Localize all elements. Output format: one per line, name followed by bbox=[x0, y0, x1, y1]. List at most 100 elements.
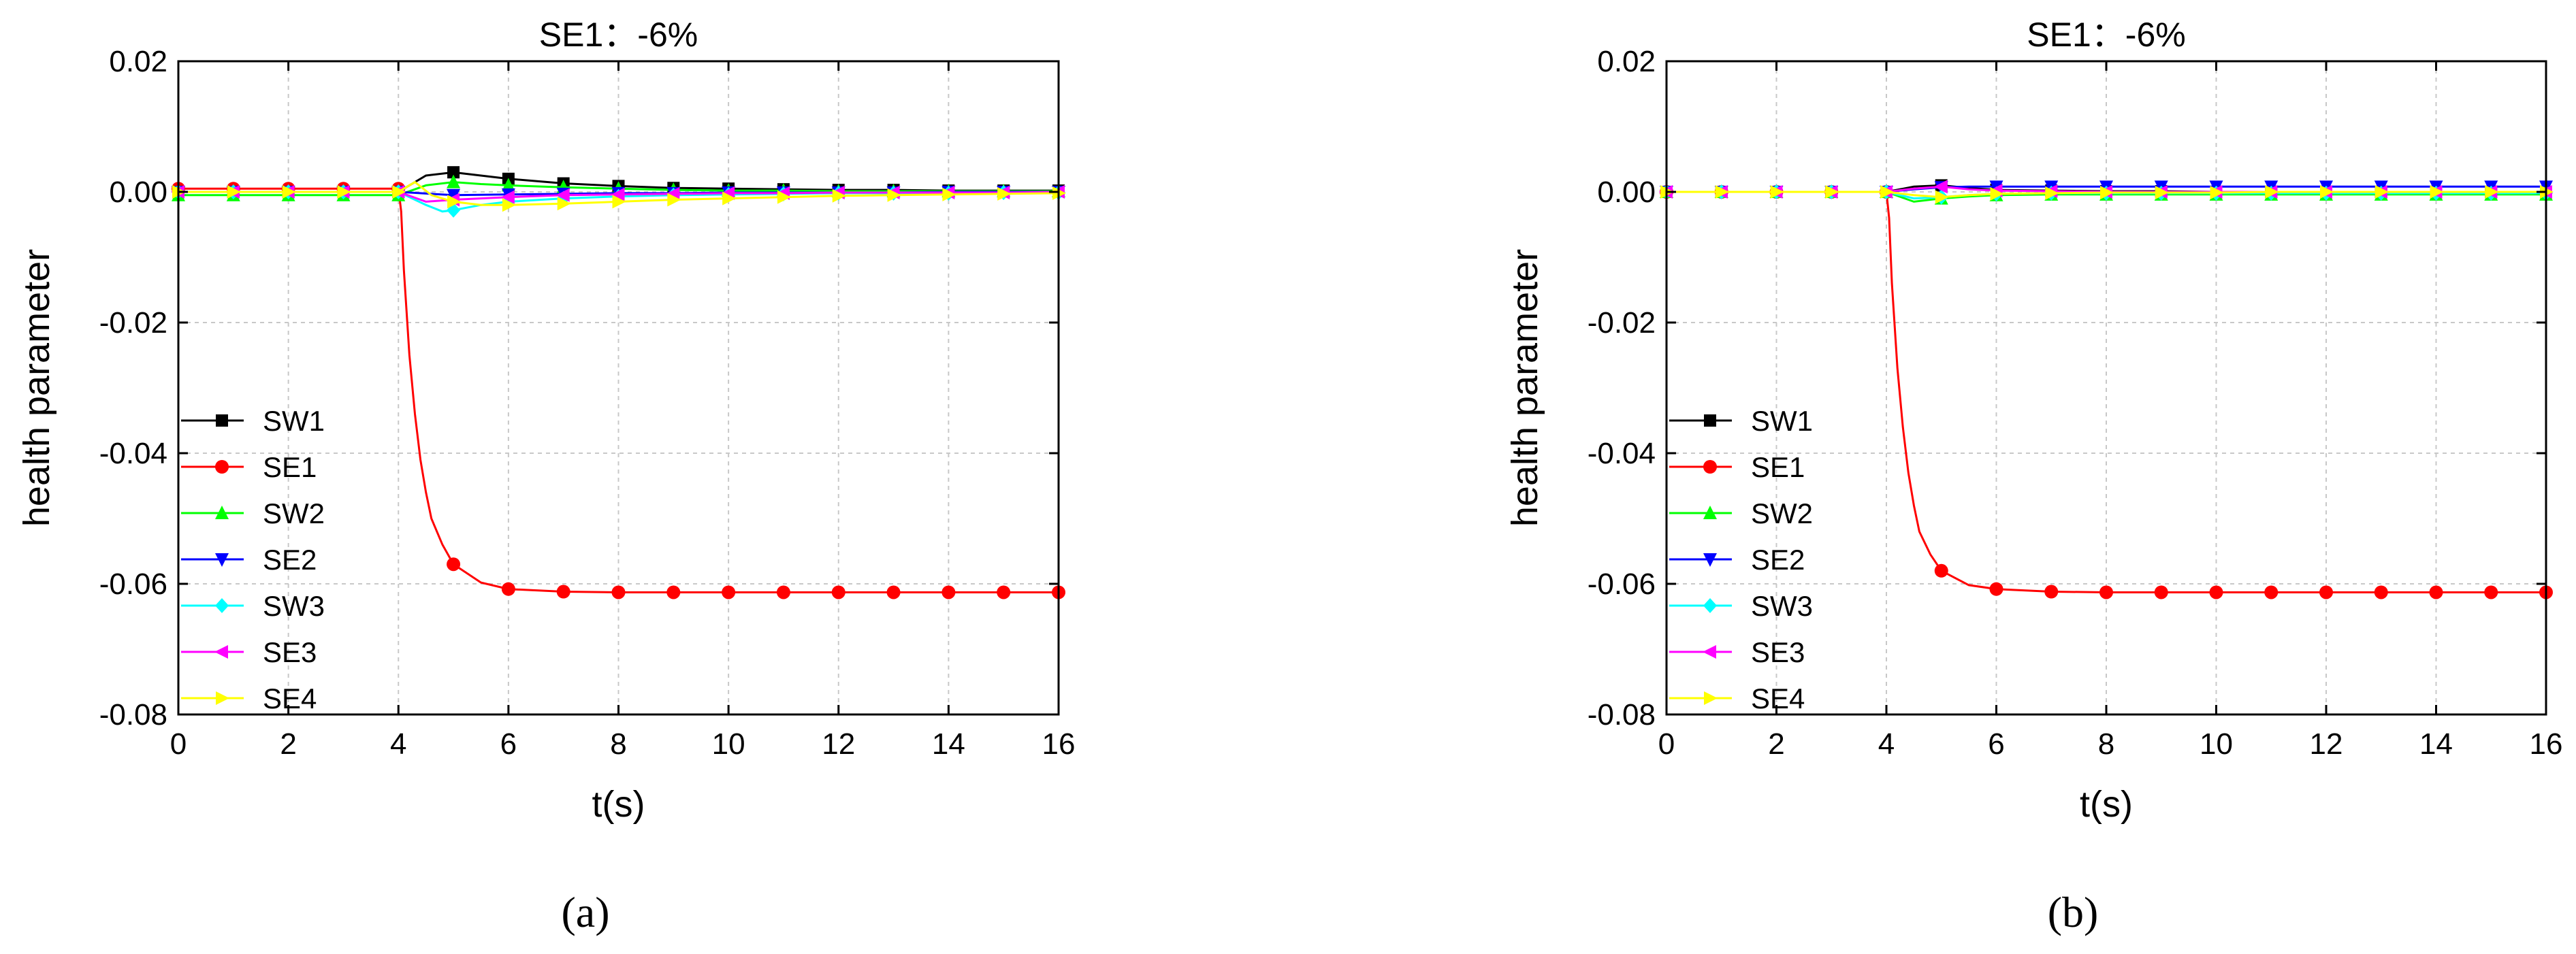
series-line bbox=[178, 180, 1059, 206]
data-point bbox=[1990, 186, 2004, 201]
y-tick-label: 0.00 bbox=[109, 176, 167, 209]
data-point bbox=[1880, 185, 1894, 199]
legend-marker bbox=[1703, 553, 1717, 567]
x-tick-label: 2 bbox=[280, 727, 296, 761]
data-point bbox=[776, 585, 790, 599]
data-point bbox=[1715, 185, 1729, 199]
data-point bbox=[666, 186, 680, 201]
legend-item-sw3: SW3 bbox=[181, 590, 325, 622]
legend-marker bbox=[1703, 598, 1717, 613]
x-axis: 0 2 4 6 8 10 12 14 16 bbox=[1658, 61, 2562, 761]
data-point bbox=[886, 585, 901, 599]
legend-item-se4: SE4 bbox=[1669, 682, 1805, 714]
x-tick-label: 6 bbox=[1988, 727, 2004, 761]
data-point bbox=[666, 585, 681, 599]
data-point bbox=[2319, 585, 2333, 599]
data-point bbox=[2374, 185, 2389, 199]
y-tick-label: 0.02 bbox=[109, 45, 167, 78]
data-point bbox=[2264, 585, 2279, 599]
data-point bbox=[2374, 585, 2388, 599]
data-point bbox=[557, 197, 571, 211]
y-axis: 0.02 0.00 -0.02 -0.04 -0.06 -0.08 bbox=[99, 45, 1059, 731]
legend: SW1 SE1 SW2 SE2 SW3 SE3 SE4 bbox=[1669, 405, 1813, 714]
legend-item-se4: SE4 bbox=[181, 682, 317, 714]
data-point bbox=[1770, 185, 1784, 199]
data-point bbox=[1933, 180, 1948, 194]
x-tick-label: 10 bbox=[712, 727, 745, 761]
data-point bbox=[722, 585, 736, 599]
legend-item-sw1: SW1 bbox=[1669, 405, 1813, 437]
data-point bbox=[1934, 563, 1948, 578]
y-tick-label: -0.08 bbox=[99, 698, 167, 731]
data-point bbox=[942, 187, 956, 201]
data-point bbox=[612, 195, 626, 209]
legend-label: SW3 bbox=[1751, 590, 1813, 622]
data-point bbox=[282, 185, 296, 199]
x-axis-label: t(s) bbox=[592, 784, 645, 825]
panel-label: (b) bbox=[2048, 888, 2099, 936]
legend-item-sw2: SW2 bbox=[181, 497, 325, 529]
legend-marker bbox=[1704, 414, 1716, 427]
y-tick-label: -0.02 bbox=[99, 306, 167, 340]
data-point bbox=[2485, 185, 2499, 199]
data-point bbox=[2099, 585, 2113, 599]
data-point bbox=[2265, 185, 2279, 199]
legend-label: SW2 bbox=[263, 497, 325, 529]
data-point bbox=[1989, 582, 2003, 596]
y-tick-label: -0.04 bbox=[1588, 437, 1656, 470]
x-tick-label: 10 bbox=[2200, 727, 2233, 761]
legend-label: SE2 bbox=[263, 544, 317, 576]
legend-label: SE3 bbox=[1751, 636, 1805, 668]
chart-b: 0 2 4 6 8 10 12 14 16 0.02 0.00 -0.02 -0.04 -0.06 -0.0… bbox=[1504, 16, 2562, 936]
grid bbox=[1667, 61, 2546, 714]
data-point bbox=[447, 195, 462, 209]
x-tick-label: 0 bbox=[170, 727, 187, 761]
y-tick-label: -0.06 bbox=[1588, 568, 1656, 601]
data-point bbox=[887, 188, 901, 202]
legend-label: SW2 bbox=[1751, 497, 1813, 529]
chart-a: 0 2 4 6 8 10 12 14 16 0.02 0.00 -0.02 -0.04 -0.06 -0.0… bbox=[16, 16, 1075, 936]
data-point bbox=[611, 585, 626, 599]
data-point bbox=[2320, 185, 2334, 199]
legend-label: SE4 bbox=[1751, 682, 1805, 714]
legend-item-se2: SE2 bbox=[1669, 544, 1805, 576]
data-point bbox=[2484, 585, 2498, 599]
legend: SW1 SE1 SW2 SE2 SW3 SE3 SE4 bbox=[181, 405, 325, 714]
legend-label: SE2 bbox=[1751, 544, 1805, 576]
x-tick-label: 8 bbox=[610, 727, 626, 761]
x-tick-label: 8 bbox=[2098, 727, 2114, 761]
data-point bbox=[2154, 585, 2168, 599]
data-point bbox=[2100, 185, 2114, 199]
data-point bbox=[722, 191, 737, 205]
plot-area bbox=[1659, 179, 2554, 599]
x-axis: 0 2 4 6 8 10 12 14 16 bbox=[170, 61, 1075, 761]
x-tick-label: 12 bbox=[822, 727, 855, 761]
y-tick-label: -0.06 bbox=[99, 568, 167, 601]
legend-item-se1: SE1 bbox=[1669, 451, 1805, 483]
legend-item-se3: SE3 bbox=[181, 636, 317, 668]
legend-label: SW1 bbox=[1751, 405, 1813, 437]
data-point bbox=[501, 178, 515, 192]
legend-marker bbox=[215, 506, 229, 519]
legend-marker bbox=[216, 691, 229, 705]
data-point bbox=[447, 188, 461, 203]
legend-marker bbox=[1703, 645, 1716, 659]
x-tick-label: 2 bbox=[1768, 727, 1784, 761]
x-tick-label: 4 bbox=[390, 727, 406, 761]
chart-title: SE1：-6% bbox=[2027, 16, 2185, 54]
legend-marker bbox=[215, 460, 229, 474]
x-tick-label: 14 bbox=[2419, 727, 2453, 761]
data-point bbox=[2430, 185, 2444, 199]
legend-item-se1: SE1 bbox=[181, 451, 317, 483]
legend-marker bbox=[214, 645, 228, 659]
legend-marker bbox=[1704, 691, 1718, 705]
panel-label: (a) bbox=[561, 888, 609, 936]
data-point bbox=[997, 585, 1011, 599]
data-point bbox=[337, 185, 351, 199]
x-tick-label: 0 bbox=[1658, 727, 1675, 761]
legend-item-sw3: SW3 bbox=[1669, 590, 1813, 622]
legend-label: SE1 bbox=[263, 451, 317, 483]
data-point bbox=[2045, 186, 2059, 200]
legend-label: SW3 bbox=[263, 590, 325, 622]
legend-item-sw2: SW2 bbox=[1669, 497, 1813, 529]
